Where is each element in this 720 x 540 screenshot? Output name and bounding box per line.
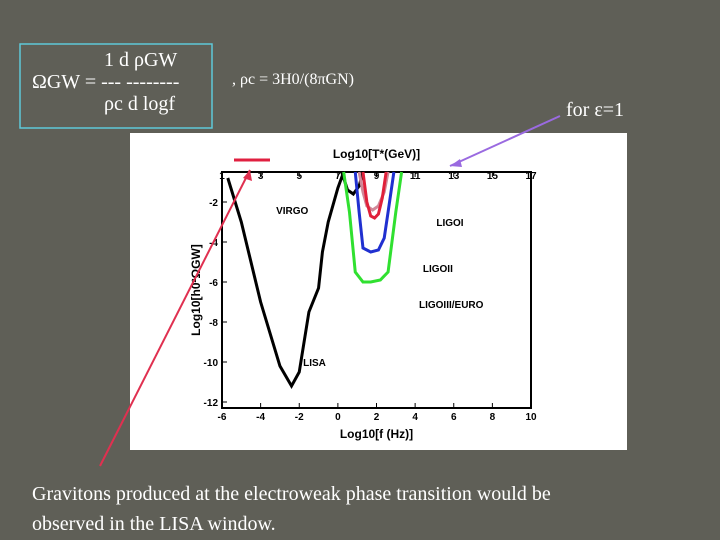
condition: for ε=1: [566, 99, 624, 121]
formula-box: [19, 43, 213, 129]
x-tick-label: -6: [218, 412, 227, 423]
curve: [342, 171, 404, 284]
x2-tick-label: 5: [296, 171, 302, 182]
definition: , ρc = 3H0/(8πGN): [232, 71, 354, 88]
caption-line: observed in the LISA window.: [32, 513, 276, 535]
x-tick-label: 2: [374, 412, 380, 423]
x-tick-label: 6: [451, 412, 457, 423]
plot: -6-4-202468101357911131517-2-4-6-8-10-12…: [189, 147, 537, 441]
annotation: VIRGO: [276, 206, 308, 217]
curve: [226, 171, 346, 390]
x2-tick-label: 3: [258, 171, 264, 182]
x2-tick-label: 1: [219, 171, 225, 182]
x-tick-label: 10: [525, 412, 537, 423]
x2-tick-label: 13: [448, 171, 460, 182]
x-tick-label: -2: [295, 412, 304, 423]
caption-line: Gravitons produced at the electroweak ph…: [32, 483, 551, 505]
x-tick-label: 0: [335, 412, 341, 423]
formula-numerator: 1 d ρGW: [104, 49, 177, 71]
figure: [130, 133, 627, 450]
y-tick-label: -6: [209, 278, 218, 289]
annotation: LISA: [303, 358, 326, 369]
x-axis-title: Log10[f (Hz)]: [340, 427, 413, 441]
curve: [353, 171, 396, 254]
y-tick-label: -2: [209, 198, 218, 209]
x2-tick-label: 17: [525, 171, 537, 182]
x2-tick-label: 7: [335, 171, 341, 182]
arrow-ligo: [449, 115, 561, 167]
x2-tick-label: 15: [487, 171, 499, 182]
formula-denominator: ρc d logf: [104, 93, 175, 115]
x-tick-label: 4: [412, 412, 418, 423]
arrowhead: [450, 159, 462, 167]
x2-tick-label: 9: [374, 171, 380, 182]
x2-tick-label: 11: [410, 171, 421, 182]
y-axis-title: Log10[h0²ΩGW]: [189, 244, 203, 336]
x2-axis-title: Log10[T*(GeV)]: [333, 147, 420, 161]
x-tick-label: -4: [256, 412, 265, 423]
arrowhead: [243, 170, 252, 181]
curve: [361, 171, 388, 220]
formula-main: ΩGW = --- --------: [32, 71, 179, 93]
y-tick-label: -8: [209, 318, 218, 329]
y-tick-label: -10: [204, 358, 219, 369]
annotation: LIGOI: [436, 218, 463, 229]
y-tick-label: -12: [204, 398, 219, 409]
annotation: LIGOII: [423, 264, 453, 275]
annotation: LIGOIII/EURO: [419, 300, 484, 311]
arrow-lisa: [99, 169, 251, 467]
x-tick-label: 8: [490, 412, 496, 423]
